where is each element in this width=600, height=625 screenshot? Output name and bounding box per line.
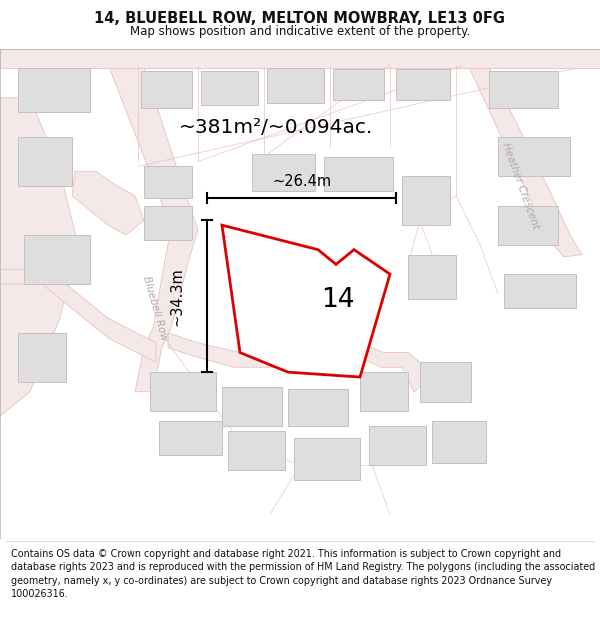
Polygon shape [294, 438, 360, 480]
Text: Heather Crescent: Heather Crescent [500, 141, 541, 231]
Polygon shape [24, 235, 90, 284]
Polygon shape [498, 137, 570, 176]
Polygon shape [159, 421, 222, 456]
Polygon shape [72, 171, 144, 235]
Polygon shape [408, 254, 456, 299]
Polygon shape [201, 71, 258, 105]
Polygon shape [228, 431, 285, 470]
Polygon shape [360, 372, 408, 411]
Polygon shape [18, 333, 66, 382]
Polygon shape [252, 154, 315, 191]
Polygon shape [432, 421, 486, 462]
Polygon shape [150, 372, 216, 411]
Text: Contains OS data © Crown copyright and database right 2021. This information is : Contains OS data © Crown copyright and d… [11, 549, 595, 599]
Polygon shape [0, 269, 156, 362]
Polygon shape [489, 71, 558, 108]
Text: 14: 14 [321, 288, 354, 314]
Polygon shape [168, 333, 426, 392]
Polygon shape [144, 166, 192, 198]
Polygon shape [402, 176, 450, 225]
Polygon shape [324, 156, 393, 191]
Polygon shape [444, 49, 582, 257]
Text: 14, BLUEBELL ROW, MELTON MOWBRAY, LE13 0FG: 14, BLUEBELL ROW, MELTON MOWBRAY, LE13 0… [95, 11, 505, 26]
Polygon shape [369, 426, 426, 465]
Polygon shape [333, 69, 384, 100]
Polygon shape [0, 49, 600, 68]
Polygon shape [420, 362, 471, 401]
Text: ~34.3m: ~34.3m [170, 267, 185, 326]
Text: Map shows position and indicative extent of the property.: Map shows position and indicative extent… [130, 25, 470, 38]
Text: ~381m²/~0.094ac.: ~381m²/~0.094ac. [179, 118, 373, 137]
Polygon shape [18, 137, 72, 186]
Polygon shape [498, 206, 558, 245]
Text: ~26.4m: ~26.4m [272, 174, 331, 189]
Polygon shape [504, 274, 576, 309]
Polygon shape [222, 225, 390, 377]
Polygon shape [144, 206, 192, 240]
Polygon shape [222, 387, 282, 426]
Polygon shape [18, 68, 90, 112]
Polygon shape [288, 389, 348, 426]
Polygon shape [396, 69, 450, 100]
Text: Bluebell Row: Bluebell Row [141, 275, 169, 342]
Polygon shape [141, 71, 192, 108]
Polygon shape [0, 98, 78, 416]
Polygon shape [102, 49, 198, 392]
Polygon shape [267, 68, 324, 102]
